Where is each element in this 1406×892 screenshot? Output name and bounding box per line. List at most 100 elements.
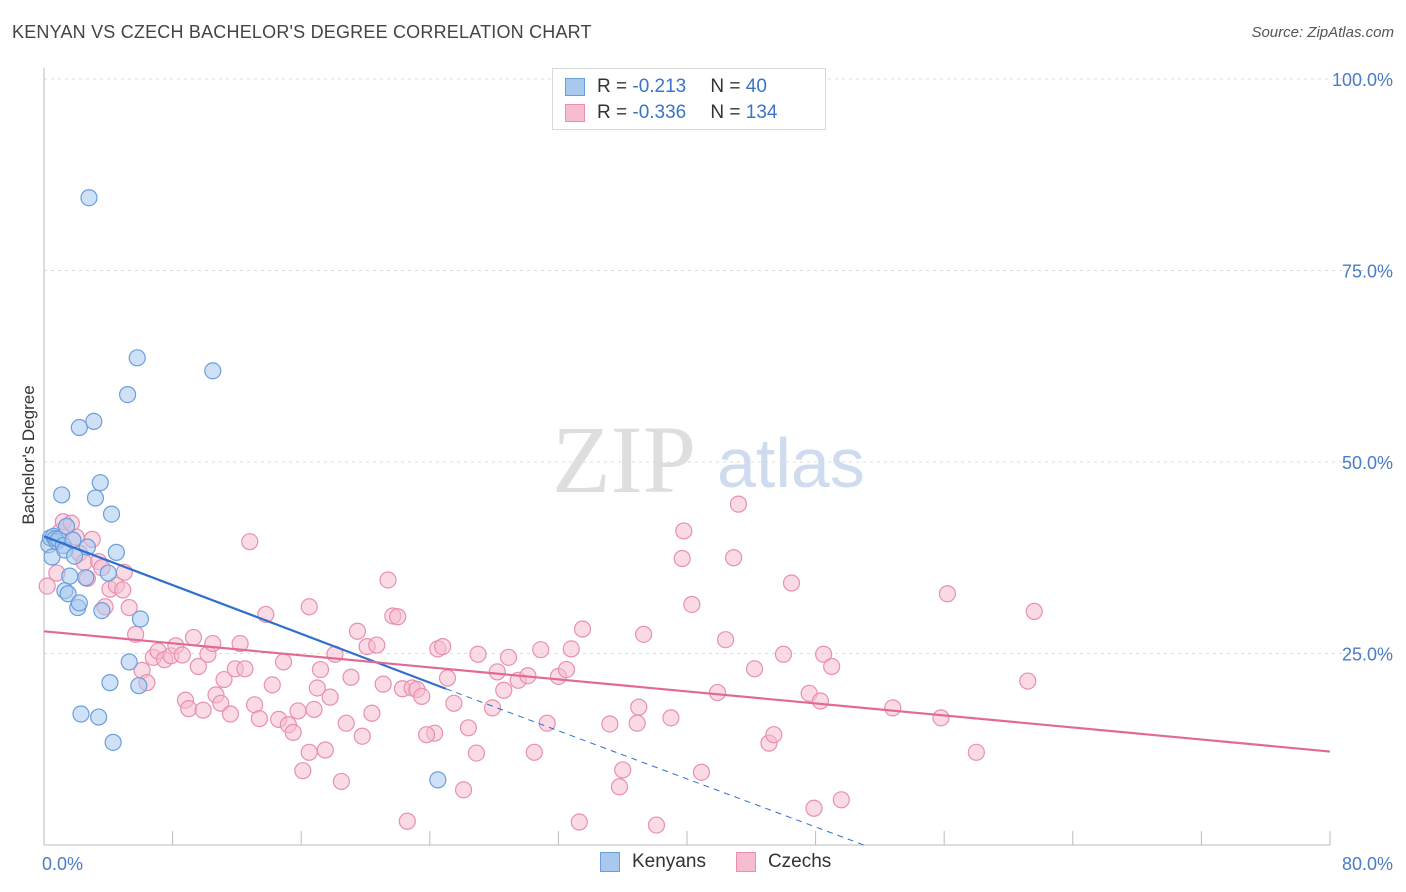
czech-point [525, 743, 543, 761]
czechs-swatch [565, 104, 585, 122]
czech-point [38, 577, 56, 595]
czech-point [614, 761, 632, 779]
czech-point [675, 522, 693, 540]
n-label: N = [710, 102, 746, 123]
kenyan-point [104, 733, 122, 751]
czech-point [495, 681, 513, 699]
czech-point [417, 726, 436, 744]
czech-point [557, 660, 576, 679]
kenyan-point [91, 474, 109, 492]
kenyan-point [86, 489, 105, 507]
kenyan-point [118, 385, 137, 404]
kenyan-point [128, 349, 146, 367]
kenyans-swatch [565, 78, 585, 96]
kenyan-point [120, 653, 138, 671]
czech-point [725, 549, 743, 567]
grid [44, 78, 1392, 654]
czech-point [342, 668, 360, 686]
czech-point [454, 781, 473, 799]
kenyan-point [59, 585, 77, 603]
czech-point [782, 574, 801, 592]
trend-lines [43, 535, 1331, 846]
czech-point [389, 608, 407, 626]
legend-item-kenyans[interactable]: Kenyans [600, 851, 706, 873]
czech-point [434, 638, 452, 656]
czech-point [459, 719, 477, 737]
czech-point [662, 709, 680, 727]
czechs-swatch [735, 852, 756, 872]
kenyan-point [90, 708, 108, 726]
czech-point [337, 714, 355, 732]
czech-point [499, 648, 518, 666]
legend-label: Czechs [767, 851, 832, 872]
r-value: -0.213 [632, 76, 687, 97]
legend-label: Kenyans [632, 851, 706, 872]
czech-point [832, 791, 850, 809]
kenyan-point [107, 543, 125, 561]
czech-point [647, 816, 666, 834]
czech-point [173, 646, 191, 664]
czech-point [745, 660, 764, 678]
kenyan-point [80, 189, 98, 207]
kenyan-point [93, 602, 111, 620]
czech-point [379, 571, 397, 589]
watermark: ZIP atlas [552, 406, 865, 513]
kenyan-point [101, 674, 119, 692]
czech-point [884, 699, 902, 717]
czech-point [316, 741, 334, 759]
czech-point [823, 657, 841, 676]
czech-point [332, 772, 350, 791]
kenyan-point [130, 677, 148, 695]
czech-point [321, 688, 339, 706]
watermark-zip: ZIP [552, 406, 696, 513]
watermark-atlas: atlas [717, 424, 865, 502]
czech-point [483, 699, 502, 717]
czechs-trend-line [43, 630, 1331, 753]
czech-point [562, 640, 580, 658]
czech-point [184, 628, 203, 647]
czech-point [127, 625, 145, 643]
czech-point [221, 705, 240, 723]
kenyan-point [77, 569, 95, 587]
czechs-points [38, 495, 1043, 834]
y-tick-label: 100.0% [1332, 70, 1393, 90]
kenyan-point [70, 594, 88, 612]
kenyan-point [70, 418, 88, 437]
tick-labels: 25.0% 50.0% 75.0% 100.0% 0.0% 80.0% [42, 70, 1393, 874]
czech-point [692, 763, 711, 781]
czech-point [120, 598, 138, 617]
czech-point [311, 660, 330, 679]
legend-item-czechs[interactable]: Czechs [735, 851, 832, 873]
czech-point [274, 653, 293, 671]
kenyans-points [40, 189, 447, 789]
czech-point [469, 645, 487, 663]
correlation-legend: R = -0.213 N = 40 R = -0.336 N = 134 [552, 68, 826, 130]
czech-point [630, 698, 648, 716]
x-tick-label: 0.0% [42, 854, 83, 874]
czech-point [573, 620, 592, 638]
y-tick-label: 50.0% [1342, 453, 1393, 473]
czech-point [263, 676, 281, 694]
kenyan-point [85, 412, 103, 431]
czech-point [294, 762, 312, 780]
czech-point [231, 634, 249, 653]
y-tick-label: 25.0% [1342, 645, 1393, 665]
czech-point [729, 495, 748, 513]
kenyans-swatch [600, 852, 620, 872]
kenyan-point [53, 486, 71, 504]
czech-point [634, 625, 653, 643]
czech-point [413, 687, 431, 705]
czech-point [1025, 602, 1043, 620]
czech-point [815, 645, 833, 663]
legend-row-kenyans: R = -0.213 N = 40 [565, 75, 767, 99]
czech-point [811, 692, 830, 710]
czech-point [938, 585, 957, 603]
czech-point [932, 709, 950, 727]
r-label: R = [597, 76, 633, 97]
czech-point [628, 714, 646, 732]
r-label: R = [597, 102, 633, 123]
kenyan-point [72, 705, 90, 723]
czech-point [601, 715, 619, 733]
czech-point [610, 778, 629, 796]
